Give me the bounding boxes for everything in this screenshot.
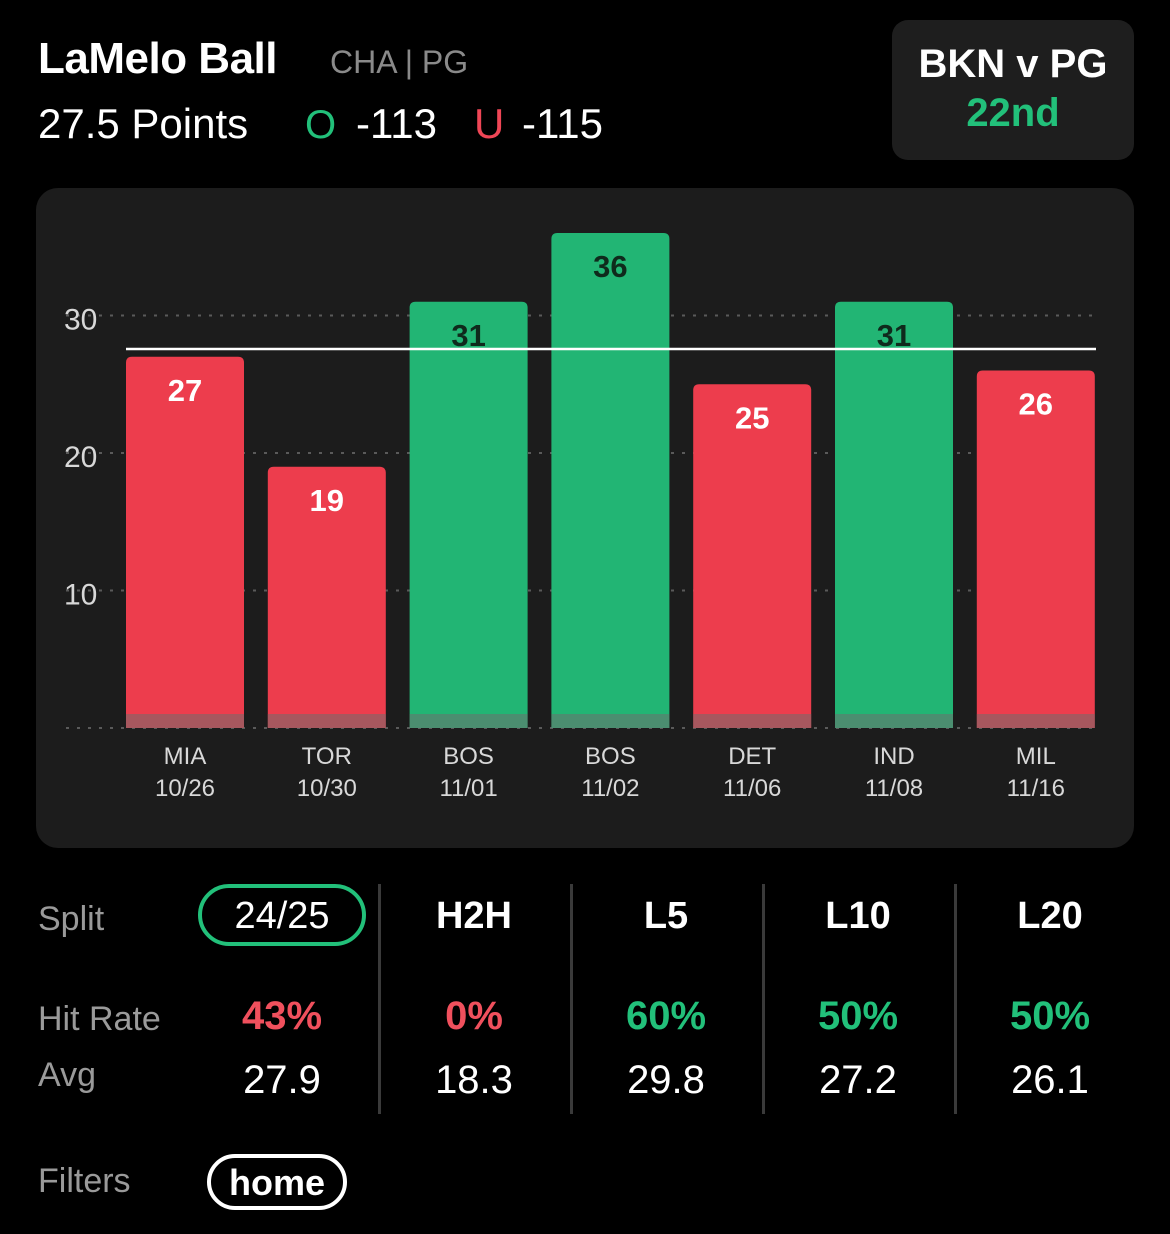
column-divider xyxy=(570,884,573,1114)
split-tab-l20[interactable]: L20 xyxy=(1017,895,1083,937)
split-tab-l5[interactable]: L5 xyxy=(643,895,689,937)
column-divider xyxy=(762,884,765,1114)
avg-h2h: 18.3 xyxy=(435,1058,513,1102)
bar-base xyxy=(267,714,386,728)
player-name: LaMelo Ball xyxy=(38,34,278,83)
bar-value-label: 36 xyxy=(593,249,627,284)
y-tick-label: 10 xyxy=(64,579,97,612)
split-tab-2425[interactable]: 24/25 xyxy=(234,895,330,937)
avg-l10: 27.2 xyxy=(819,1058,897,1102)
bar xyxy=(409,301,528,728)
hit-rate-l5: 60% xyxy=(625,994,707,1038)
bar-base xyxy=(693,714,812,728)
over-odds[interactable]: -113 xyxy=(356,100,437,147)
avg-row-label: Avg xyxy=(38,1056,96,1094)
x-tick-team: MIA xyxy=(164,743,207,770)
x-tick-team: DET xyxy=(728,743,776,770)
bar-value-label: 19 xyxy=(310,483,344,518)
bar xyxy=(976,370,1095,728)
hit-rate-row-label: Hit Rate xyxy=(38,1000,161,1038)
matchup-card[interactable]: BKN v PG 22nd xyxy=(892,20,1134,160)
x-tick-date: 11/01 xyxy=(439,775,497,802)
chart-canvas: 10 20 30 27 MIA 10/26 19 TOR 10/30 31 BOS 11/01 36 BO… xyxy=(64,233,1096,802)
under-icon: U xyxy=(474,100,505,147)
bar xyxy=(267,466,386,728)
bar xyxy=(551,233,670,728)
x-tick-date: 11/02 xyxy=(581,775,639,802)
split-tab-h2h[interactable]: H2H xyxy=(435,895,513,937)
x-tick-date: 11/08 xyxy=(865,775,923,802)
split-row-label: Split xyxy=(38,900,105,938)
under-odds[interactable]: -115 xyxy=(522,100,603,147)
bar-base xyxy=(976,714,1095,728)
bar-value-label: 27 xyxy=(168,373,202,408)
matchup-rank: 22nd xyxy=(966,91,1060,135)
bar-value-label: 26 xyxy=(1019,387,1053,422)
x-tick-team: BOS xyxy=(443,743,494,770)
y-tick-label: 20 xyxy=(64,441,97,474)
bar xyxy=(693,384,812,728)
bar-base xyxy=(409,714,528,728)
split-selected-indicator xyxy=(198,884,366,946)
bar-base xyxy=(551,714,670,728)
hit-rate-l10: 50% xyxy=(817,994,899,1038)
column-divider xyxy=(954,884,957,1114)
over-icon: O xyxy=(305,103,337,147)
x-tick-team: TOR xyxy=(302,743,352,770)
filter-home-chip[interactable]: home xyxy=(207,1154,347,1210)
x-tick-date: 10/26 xyxy=(155,775,215,802)
x-tick-date: 11/06 xyxy=(723,775,781,802)
team-position: CHA | PG xyxy=(330,44,469,80)
x-tick-team: BOS xyxy=(585,743,636,770)
x-tick-date: 10/30 xyxy=(297,775,357,802)
prop-line: 27.5 Points xyxy=(38,100,249,147)
hit-rate-l20: 50% xyxy=(1009,994,1091,1038)
bar-base xyxy=(835,714,953,728)
bar xyxy=(126,356,244,728)
hit-rate-2425: 43% xyxy=(241,994,323,1038)
y-tick-label: 30 xyxy=(64,304,97,337)
bar-value-label: 31 xyxy=(877,318,911,353)
bar-base xyxy=(126,714,244,728)
avg-2425: 27.9 xyxy=(243,1058,321,1102)
column-divider xyxy=(378,884,381,1114)
x-tick-date: 11/16 xyxy=(1007,775,1065,802)
x-tick-team: IND xyxy=(873,743,914,770)
bar-value-label: 25 xyxy=(735,400,769,435)
bar-value-label: 31 xyxy=(451,318,485,353)
hit-rate-h2h: 0% xyxy=(445,994,503,1038)
filters-label: Filters xyxy=(38,1162,131,1200)
x-tick-team: MIL xyxy=(1016,743,1056,770)
bar xyxy=(835,301,953,728)
split-tab-l10[interactable]: L10 xyxy=(825,895,891,937)
avg-l5: 29.8 xyxy=(627,1058,705,1102)
matchup-title: BKN v PG xyxy=(918,42,1108,86)
game-log-chart: 10 20 30 27 MIA 10/26 19 TOR 10/30 31 BOS 11/01 36 BO… xyxy=(36,188,1134,848)
avg-l20: 26.1 xyxy=(1011,1058,1089,1102)
